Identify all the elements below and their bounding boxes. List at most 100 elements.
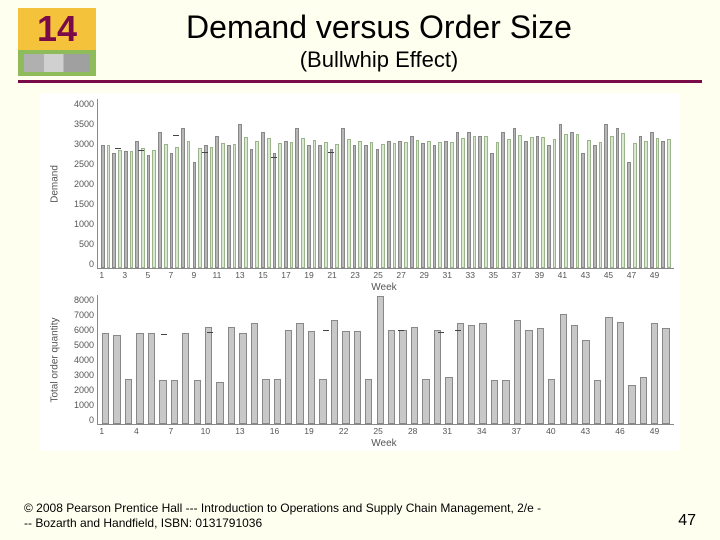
demand-bar-smoothed: [244, 137, 248, 268]
demand-bar-actual: [456, 132, 460, 268]
demand-bar-smoothed: [358, 141, 362, 269]
demand-bar-actual: [112, 153, 116, 268]
demand-bar-actual: [135, 141, 139, 269]
demand-bar-actual: [273, 153, 277, 268]
demand-bar-smoothed: [130, 151, 134, 268]
order-bar: [262, 379, 269, 425]
order-bar: [537, 328, 544, 424]
demand-bar-actual: [170, 153, 174, 268]
ytick-label: 500: [79, 239, 94, 249]
chapter-decorative-image: [24, 54, 90, 72]
demand-bar-actual: [490, 153, 494, 268]
xtick-label: 11: [211, 270, 223, 280]
demand-bar-smoothed: [633, 143, 637, 268]
xtick-label: 7: [165, 270, 177, 280]
order-bar: [113, 335, 120, 424]
xtick-label: 29: [418, 270, 430, 280]
chapter-number: 14: [18, 8, 96, 50]
demand-bar-smoothed: [152, 150, 156, 268]
order-bar: [251, 323, 258, 424]
demand-bar-smoothed: [416, 140, 420, 268]
xtick-label: 37: [511, 426, 523, 436]
order-bar: [319, 379, 326, 425]
order-bar: [445, 377, 452, 424]
title-block: Demand versus Order Size (Bullwhip Effec…: [96, 8, 702, 73]
demand-bar-smoothed: [290, 142, 294, 268]
marker-dash: [207, 332, 213, 333]
order-bar: [159, 380, 166, 424]
demand-bar-actual: [147, 155, 151, 268]
xtick-label: 15: [257, 270, 269, 280]
demand-bar-smoothed: [667, 139, 671, 268]
ytick-label: 0: [89, 415, 94, 425]
order-bar: [296, 323, 303, 424]
demand-bar-smoothed: [530, 137, 534, 268]
xtick-label: 10: [200, 426, 212, 436]
order-bar: [479, 323, 486, 424]
order-xlabel: Week: [46, 438, 674, 449]
xtick-label: 49: [649, 426, 661, 436]
demand-bar-smoothed: [301, 138, 305, 268]
footer: © 2008 Pearson Prentice Hall --- Introdu…: [24, 501, 696, 530]
demand-bar-smoothed: [118, 150, 122, 268]
ytick-label: 2000: [74, 385, 94, 395]
order-bar: [228, 327, 235, 425]
xtick-label: 17: [280, 270, 292, 280]
demand-bar-smoothed: [587, 140, 591, 268]
demand-bar-smoothed: [381, 144, 385, 268]
demand-bar-actual: [627, 162, 631, 268]
demand-bar-smoothed: [496, 142, 500, 268]
marker-dash: [173, 135, 179, 136]
demand-bar-smoothed: [370, 142, 374, 268]
ytick-label: 3000: [74, 370, 94, 380]
xtick-label: 19: [303, 270, 315, 280]
demand-bar-smoothed: [198, 148, 202, 268]
ytick-label: 4000: [74, 355, 94, 365]
demand-bar-actual: [501, 132, 505, 268]
demand-bar-actual: [398, 141, 402, 269]
page-number: 47: [678, 512, 696, 530]
demand-bar-actual: [353, 145, 357, 268]
demand-bar-actual: [204, 145, 208, 268]
ytick-label: 0: [89, 259, 94, 269]
order-bar: [514, 320, 521, 424]
ytick-label: 1000: [74, 219, 94, 229]
xtick-label: 1: [96, 270, 108, 280]
demand-bar-smoothed: [656, 138, 660, 268]
xtick-label: 39: [534, 270, 546, 280]
demand-bar-smoothed: [507, 139, 511, 268]
demand-bar-actual: [364, 145, 368, 268]
demand-bar-actual: [536, 136, 540, 268]
ytick-label: 5000: [74, 340, 94, 350]
xtick-label: 21: [326, 270, 338, 280]
demand-bar-actual: [193, 162, 197, 268]
xtick-label: 43: [580, 270, 592, 280]
order-yticks: 800070006000500040003000200010000: [64, 295, 97, 425]
demand-bar-actual: [227, 145, 231, 268]
chapter-badge: 14: [18, 8, 96, 76]
charts-container: Demand 40003500300025002000150010005000 …: [40, 93, 680, 451]
demand-bar-actual: [581, 153, 585, 268]
demand-bar-actual: [261, 132, 265, 268]
xtick-label: 46: [614, 426, 626, 436]
xtick-label: 25: [372, 426, 384, 436]
demand-bar-smoothed: [404, 142, 408, 268]
xtick-label: 31: [441, 270, 453, 280]
demand-bar-actual: [318, 145, 322, 268]
ytick-label: 3000: [74, 139, 94, 149]
xtick-label: 3: [119, 270, 131, 280]
order-bar: [628, 385, 635, 424]
demand-xlabel: Week: [46, 282, 674, 293]
order-bar: [525, 330, 532, 424]
demand-bar-smoothed: [393, 143, 397, 268]
order-bar: [457, 323, 464, 424]
slide-title: Demand versus Order Size: [96, 10, 662, 45]
order-bar: [399, 330, 406, 424]
demand-bar-actual: [250, 149, 254, 268]
demand-bar-smoothed: [461, 138, 465, 268]
demand-bar-actual: [593, 145, 597, 268]
ytick-label: 1500: [74, 199, 94, 209]
ytick-label: 8000: [74, 295, 94, 305]
demand-bar-smoothed: [541, 137, 545, 268]
demand-bar-actual: [547, 145, 551, 268]
